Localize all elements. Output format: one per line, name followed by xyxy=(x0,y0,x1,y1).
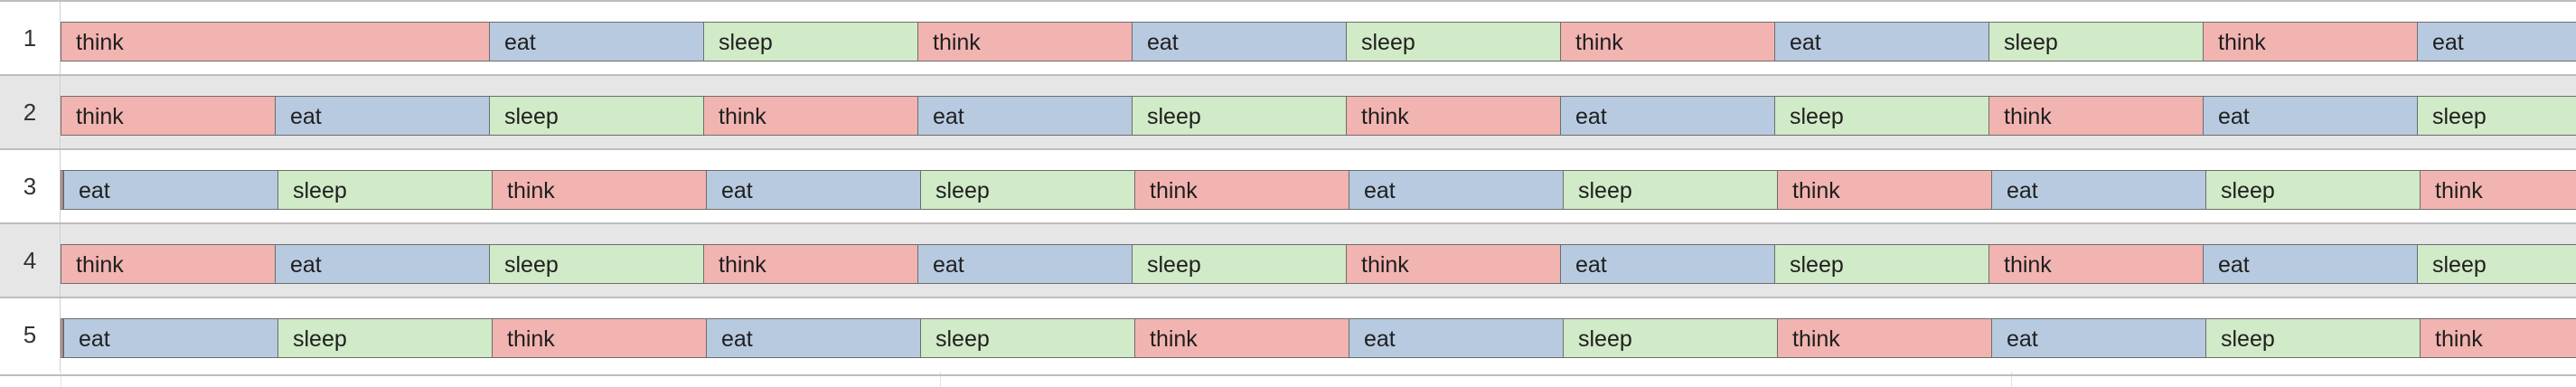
segment-sleep[interactable]: sleep xyxy=(703,22,917,61)
segment-eat[interactable]: eat xyxy=(1349,318,1563,358)
segment-think[interactable]: think xyxy=(1988,96,2203,136)
segment-think[interactable]: think xyxy=(2203,22,2417,61)
segment-eat[interactable]: eat xyxy=(489,22,703,61)
row-label: 4 xyxy=(23,247,37,274)
row-label: 1 xyxy=(23,24,37,52)
segment-think[interactable]: think xyxy=(1988,244,2203,284)
segment-think[interactable]: think xyxy=(1346,244,1560,284)
segment-think[interactable]: think xyxy=(703,96,917,136)
timeline-row: 3 eat sleep think eat sleep think eat sleep think… xyxy=(0,150,2576,223)
row-label: 5 xyxy=(23,321,37,348)
bottom-border xyxy=(0,374,2576,376)
segment-eat[interactable]: eat xyxy=(275,96,489,136)
segment-sleep[interactable]: sleep xyxy=(489,244,703,284)
segment-think[interactable]: think xyxy=(1777,318,1991,358)
row-label-cell: 1 xyxy=(0,2,61,75)
segment-eat[interactable]: eat xyxy=(1132,22,1346,61)
segment-think[interactable]: think xyxy=(2420,170,2576,210)
segment-think[interactable]: think xyxy=(2420,318,2576,358)
segment-eat[interactable]: eat xyxy=(1349,170,1563,210)
segment-sleep[interactable]: sleep xyxy=(1988,22,2203,61)
row-separator xyxy=(0,0,2576,2)
row-label: 2 xyxy=(23,99,37,126)
segment-eat[interactable]: eat xyxy=(917,96,1132,136)
row-separator xyxy=(0,222,2576,224)
segment-eat[interactable]: eat xyxy=(917,244,1132,284)
timeline-track: think eat sleep think eat sleep think eat sleep t… xyxy=(61,22,2576,63)
segment-eat[interactable]: eat xyxy=(2203,96,2417,136)
segment-think[interactable]: think xyxy=(61,244,275,284)
segment-think[interactable]: think xyxy=(703,244,917,284)
segment-think[interactable]: think xyxy=(492,318,706,358)
row-separator xyxy=(0,74,2576,76)
segment-think[interactable]: think xyxy=(917,22,1132,61)
row-label-cell: 4 xyxy=(0,224,61,297)
segment-eat[interactable]: eat xyxy=(706,170,920,210)
segment-sleep[interactable]: sleep xyxy=(489,96,703,136)
segment-sleep[interactable]: sleep xyxy=(1563,318,1777,358)
segment-eat[interactable]: eat xyxy=(2417,22,2576,61)
segment-eat[interactable]: eat xyxy=(275,244,489,284)
timeline-row: 5 eat sleep think eat sleep think eat sleep think… xyxy=(0,298,2576,372)
segment-eat[interactable]: eat xyxy=(1774,22,1988,61)
segment-eat[interactable]: eat xyxy=(1560,96,1774,136)
segment-sleep[interactable]: sleep xyxy=(1774,244,1988,284)
segment-sleep[interactable]: sleep xyxy=(1774,96,1988,136)
segment-eat[interactable]: eat xyxy=(1991,318,2205,358)
segment-eat[interactable]: eat xyxy=(1560,244,1774,284)
timeline-track: eat sleep think eat sleep think eat sleep think e… xyxy=(61,170,2576,212)
segment-think[interactable]: think xyxy=(492,170,706,210)
timeline-track: think eat sleep think eat sleep think eat sleep t… xyxy=(61,96,2576,137)
row-separator xyxy=(0,148,2576,150)
segment-think[interactable]: think xyxy=(1134,170,1349,210)
segment-eat[interactable]: eat xyxy=(706,318,920,358)
row-label-cell: 5 xyxy=(0,298,61,372)
segment-think[interactable]: think xyxy=(1134,318,1349,358)
segment-sleep[interactable]: sleep xyxy=(2205,318,2420,358)
segment-sleep[interactable]: sleep xyxy=(277,318,492,358)
segment-think[interactable]: think xyxy=(61,22,489,61)
row-label: 3 xyxy=(23,173,37,200)
segment-sleep[interactable]: sleep xyxy=(277,170,492,210)
segment-sleep[interactable]: sleep xyxy=(920,318,1134,358)
segment-sleep[interactable]: sleep xyxy=(920,170,1134,210)
segment-sleep[interactable]: sleep xyxy=(1132,244,1346,284)
segment-eat[interactable]: eat xyxy=(63,318,277,358)
segment-sleep[interactable]: sleep xyxy=(1346,22,1560,61)
lead-sliver xyxy=(61,170,63,210)
segment-think[interactable]: think xyxy=(1777,170,1991,210)
row-label-cell: 3 xyxy=(0,150,61,223)
timeline-row: 1 think eat sleep think eat sleep think eat sleep… xyxy=(0,2,2576,75)
timeline-track: think eat sleep think eat sleep think eat sleep t… xyxy=(61,244,2576,286)
segment-sleep[interactable]: sleep xyxy=(1563,170,1777,210)
segment-eat[interactable]: eat xyxy=(63,170,277,210)
segment-sleep[interactable]: sleep xyxy=(2417,96,2576,136)
segment-sleep[interactable]: sleep xyxy=(2417,244,2576,284)
segment-sleep[interactable]: sleep xyxy=(2205,170,2420,210)
timeline-track: eat sleep think eat sleep think eat sleep think e… xyxy=(61,318,2576,360)
timeline-row: 2 think eat sleep think eat sleep think eat sleep… xyxy=(0,76,2576,149)
segment-sleep[interactable]: sleep xyxy=(1132,96,1346,136)
timeline-row: 4 think eat sleep think eat sleep think eat sleep… xyxy=(0,224,2576,297)
segment-eat[interactable]: eat xyxy=(1991,170,2205,210)
segment-think[interactable]: think xyxy=(61,96,275,136)
lead-sliver xyxy=(61,318,63,358)
segment-eat[interactable]: eat xyxy=(2203,244,2417,284)
row-label-cell: 2 xyxy=(0,76,61,149)
row-separator xyxy=(0,297,2576,298)
segment-think[interactable]: think xyxy=(1560,22,1774,61)
segment-think[interactable]: think xyxy=(1346,96,1560,136)
